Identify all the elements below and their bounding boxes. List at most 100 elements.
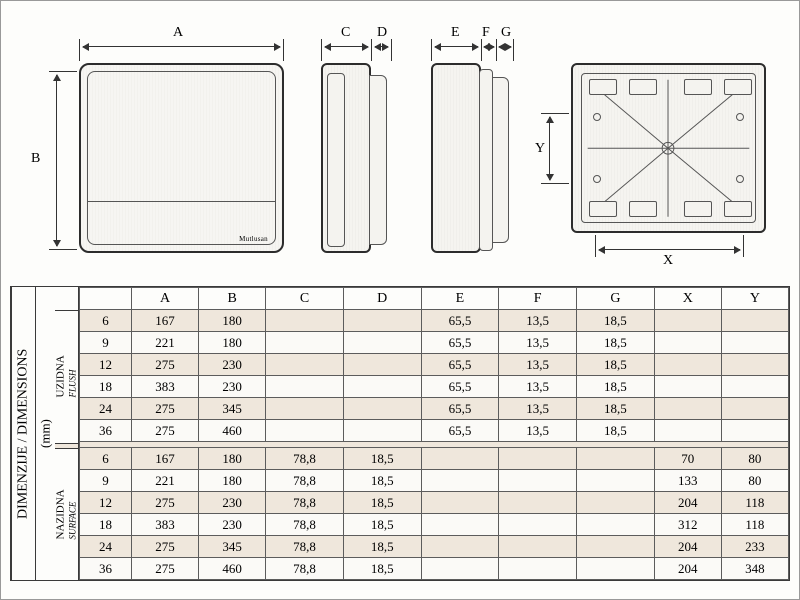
data-cell: [721, 310, 788, 332]
table-row: 1838323078,818,5312118: [80, 514, 789, 536]
data-cell: [654, 398, 721, 420]
data-cell: [499, 536, 577, 558]
data-cell: [499, 470, 577, 492]
data-cell: 65,5: [421, 398, 499, 420]
data-cell: 348: [721, 558, 788, 580]
data-cell: [577, 536, 655, 558]
col-header: G: [577, 288, 655, 310]
side-view-2: [431, 63, 481, 253]
data-cell: 18,5: [343, 536, 421, 558]
data-cell: 78,8: [266, 514, 344, 536]
size-cell: 12: [80, 354, 132, 376]
table-row: 1838323065,513,518,5: [80, 376, 789, 398]
table-title: DIMENZIJE / DIMENSIONS: [16, 348, 32, 518]
data-cell: 80: [721, 470, 788, 492]
data-cell: [421, 492, 499, 514]
data-cell: 167: [132, 448, 199, 470]
table-row: 2427534578,818,5204233: [80, 536, 789, 558]
header-row: ABCDEFGXY: [80, 288, 789, 310]
data-cell: [577, 492, 655, 514]
data-cell: [343, 398, 421, 420]
data-cell: 275: [132, 398, 199, 420]
data-cell: [266, 332, 344, 354]
data-cell: [654, 376, 721, 398]
data-cell: 383: [132, 514, 199, 536]
data-cell: 460: [199, 558, 266, 580]
data-cell: 80: [721, 448, 788, 470]
data-cell: [343, 420, 421, 442]
dim-B: B: [31, 151, 40, 167]
data-cell: [577, 558, 655, 580]
data-cell: 312: [654, 514, 721, 536]
data-cell: [577, 514, 655, 536]
dim-F: F: [482, 25, 490, 41]
technical-drawings: A B Mutlusan C D E F G: [1, 1, 799, 286]
data-cell: [654, 310, 721, 332]
data-cell: [721, 376, 788, 398]
data-cell: 230: [199, 354, 266, 376]
data-cell: 78,8: [266, 470, 344, 492]
data-cell: 275: [132, 536, 199, 558]
data-cell: 65,5: [421, 332, 499, 354]
data-cell: 167: [132, 310, 199, 332]
col-header: A: [132, 288, 199, 310]
size-cell: 9: [80, 332, 132, 354]
table-row: 3627546078,818,5204348: [80, 558, 789, 580]
data-cell: 221: [132, 332, 199, 354]
data-cell: [499, 448, 577, 470]
data-cell: 18,5: [343, 448, 421, 470]
dim-G: G: [501, 25, 511, 41]
data-cell: [421, 558, 499, 580]
size-cell: 6: [80, 448, 132, 470]
data-cell: 118: [721, 514, 788, 536]
data-cell: 65,5: [421, 310, 499, 332]
front-view: Mutlusan: [79, 63, 284, 253]
data-cell: [421, 470, 499, 492]
data-cell: [721, 332, 788, 354]
data-grid: ABCDEFGXY616718065,513,518,5922118065,51…: [79, 287, 789, 580]
dim-E: E: [451, 25, 460, 41]
dim-X: X: [663, 253, 673, 269]
size-cell: 18: [80, 514, 132, 536]
data-cell: [654, 354, 721, 376]
data-cell: [266, 354, 344, 376]
data-cell: [266, 398, 344, 420]
data-cell: [343, 354, 421, 376]
data-cell: 275: [132, 492, 199, 514]
data-cell: [654, 420, 721, 442]
data-cell: [266, 310, 344, 332]
data-cell: 65,5: [421, 420, 499, 442]
data-cell: [343, 310, 421, 332]
data-cell: 204: [654, 492, 721, 514]
data-cell: 18,5: [577, 310, 655, 332]
data-cell: 13,5: [499, 376, 577, 398]
data-cell: [421, 448, 499, 470]
data-cell: 133: [654, 470, 721, 492]
data-cell: [499, 558, 577, 580]
col-header: E: [421, 288, 499, 310]
data-cell: 180: [199, 332, 266, 354]
brand-logo: Mutlusan: [239, 235, 268, 243]
data-cell: 78,8: [266, 536, 344, 558]
data-cell: [421, 536, 499, 558]
back-view: [571, 63, 766, 233]
data-cell: 13,5: [499, 354, 577, 376]
data-cell: 18,5: [577, 354, 655, 376]
col-header: X: [654, 288, 721, 310]
dim-C: C: [341, 25, 350, 41]
data-cell: 18,5: [577, 332, 655, 354]
size-cell: 24: [80, 536, 132, 558]
data-cell: 18,5: [343, 470, 421, 492]
data-cell: 13,5: [499, 420, 577, 442]
size-cell: 24: [80, 398, 132, 420]
data-cell: 18,5: [343, 492, 421, 514]
table-row: 922118065,513,518,5: [80, 332, 789, 354]
size-cell: 6: [80, 310, 132, 332]
data-cell: 70: [654, 448, 721, 470]
col-header: Y: [721, 288, 788, 310]
data-cell: 65,5: [421, 354, 499, 376]
data-cell: [721, 354, 788, 376]
size-cell: 36: [80, 558, 132, 580]
table-row: 2427534565,513,518,5: [80, 398, 789, 420]
table-row: 1227523065,513,518,5: [80, 354, 789, 376]
